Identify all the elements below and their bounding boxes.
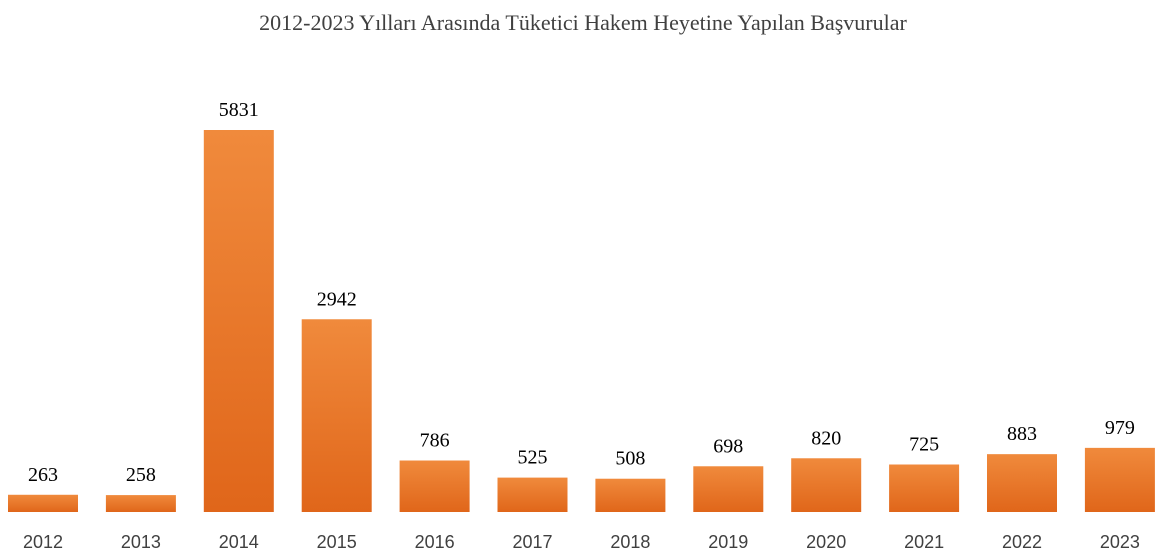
data-label: 883 xyxy=(1007,423,1037,445)
bar xyxy=(987,454,1057,512)
x-tick-label: 2019 xyxy=(708,532,748,552)
data-label: 5831 xyxy=(219,99,259,121)
bar xyxy=(399,460,470,512)
bar xyxy=(1084,447,1155,512)
x-tick-label: 2017 xyxy=(512,532,552,552)
x-tick-label: 2021 xyxy=(904,532,944,552)
x-tick-label: 2023 xyxy=(1100,532,1140,552)
data-label: 786 xyxy=(420,430,450,452)
x-tick-label: 2015 xyxy=(317,532,357,552)
bar xyxy=(203,130,274,512)
bar xyxy=(889,464,960,512)
data-label: 263 xyxy=(28,464,58,486)
x-tick-label: 2020 xyxy=(806,532,846,552)
data-label: 820 xyxy=(811,427,841,449)
data-label: 979 xyxy=(1105,417,1135,439)
bar xyxy=(8,494,78,512)
data-label: 258 xyxy=(126,464,156,486)
data-label: 525 xyxy=(518,447,548,469)
bar xyxy=(301,319,372,512)
data-label: 2942 xyxy=(317,288,357,310)
bar xyxy=(791,458,862,512)
x-tick-label: 2014 xyxy=(219,532,259,552)
x-tick-label: 2013 xyxy=(121,532,161,552)
bar xyxy=(693,466,764,512)
data-label: 698 xyxy=(713,435,743,457)
x-tick-label: 2022 xyxy=(1002,532,1042,552)
data-label: 508 xyxy=(615,448,645,470)
bar xyxy=(497,477,568,512)
x-tick-label: 2016 xyxy=(415,532,455,552)
x-tick-label: 2012 xyxy=(23,532,63,552)
bar xyxy=(595,478,666,512)
data-label: 725 xyxy=(909,434,939,456)
x-tick-label: 2018 xyxy=(610,532,650,552)
bar xyxy=(105,495,176,512)
chart-title: 2012-2023 Yılları Arasında Tüketici Hake… xyxy=(259,10,907,35)
